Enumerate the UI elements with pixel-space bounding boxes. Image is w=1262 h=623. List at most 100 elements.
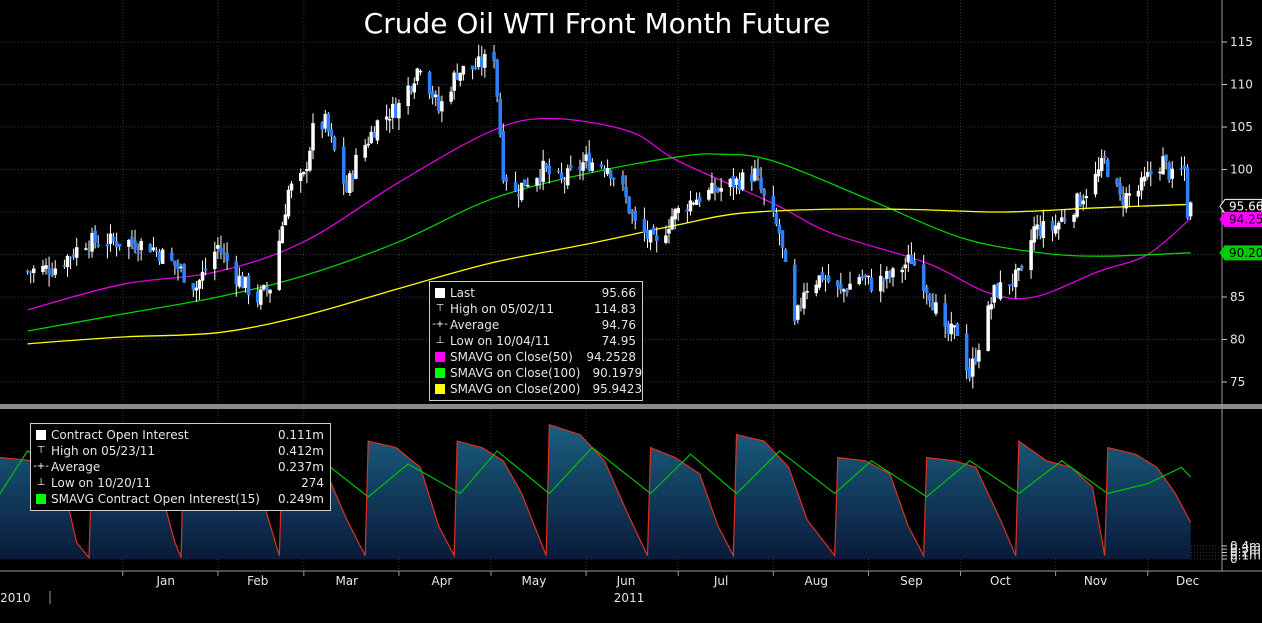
candle-body: [302, 172, 306, 175]
chart-title: Crude Oil WTI Front Month Future: [364, 7, 831, 40]
candle: [363, 139, 367, 162]
candle-body: [535, 178, 539, 186]
oi-tick-label: 0.3m: [1230, 542, 1261, 556]
candle: [277, 229, 282, 291]
candle: [53, 260, 57, 279]
candle: [473, 58, 478, 70]
moving-average-series: [27, 203, 1191, 345]
candle-body: [108, 233, 113, 244]
candle-body: [1118, 183, 1122, 195]
price-flag-label: 95.66: [1229, 199, 1262, 213]
candle: [688, 190, 693, 216]
candle-body: [584, 154, 588, 162]
candle: [41, 259, 45, 275]
candle-body: [602, 168, 607, 172]
candle-body: [483, 54, 487, 68]
candle: [559, 162, 564, 184]
candle: [955, 322, 960, 336]
candle-body: [909, 254, 914, 265]
candle: [216, 237, 220, 260]
candle-body: [173, 260, 177, 266]
candle-body: [796, 305, 800, 320]
candle-body: [375, 120, 380, 141]
candle: [1164, 154, 1168, 170]
legend-swatch: [435, 384, 445, 394]
legend-row: SMAVG Contract Open Interest(15) 0.249m: [36, 491, 324, 507]
candle: [492, 44, 496, 69]
candle-body: [332, 136, 337, 151]
candle: [68, 256, 73, 270]
candle-body: [771, 195, 776, 212]
candle: [587, 140, 591, 172]
candle: [259, 285, 263, 310]
candle-body: [1142, 176, 1147, 182]
candle: [332, 135, 337, 152]
candle-body: [437, 96, 441, 111]
candle-body: [452, 72, 456, 91]
candle-body: [900, 269, 904, 273]
candle: [667, 219, 671, 244]
candle: [93, 225, 97, 249]
candle-body: [753, 168, 757, 181]
candle-body: [986, 305, 990, 351]
candle: [777, 218, 782, 246]
candle: [1124, 187, 1128, 213]
candle: [569, 155, 573, 171]
candle: [633, 206, 637, 230]
legend-label: SMAVG on Close(200): [450, 382, 581, 396]
candle-body: [949, 323, 954, 335]
candle-body: [842, 289, 846, 292]
legend-marker-icon: -+-: [33, 461, 49, 472]
candle-body: [823, 278, 828, 280]
candle-body: [516, 193, 521, 197]
candle: [977, 343, 981, 369]
candle: [1142, 166, 1147, 187]
candle: [921, 254, 926, 299]
candle-body: [1017, 267, 1021, 271]
candle: [1007, 284, 1012, 295]
candle-body: [1075, 193, 1079, 217]
candle-body: [924, 287, 929, 294]
candle: [805, 282, 809, 300]
candle: [1167, 161, 1171, 183]
candle: [504, 174, 509, 191]
candle: [541, 149, 545, 191]
candle-body: [409, 87, 413, 91]
legend-row: ⊥ Low on 10/04/11 74.95: [435, 333, 636, 349]
candle-body: [826, 275, 831, 283]
candle-body: [240, 275, 245, 289]
candle: [1170, 161, 1174, 189]
candle-body: [1084, 196, 1089, 199]
candle-body: [1121, 196, 1125, 205]
candle-body: [418, 70, 423, 73]
legend-row: ⊤ High on 05/23/11 0.412m: [36, 443, 324, 459]
candle-body: [605, 167, 610, 175]
candle-body: [1167, 162, 1171, 180]
candle-body: [130, 237, 134, 244]
candle-body: [176, 263, 180, 270]
price-flag-label: 90.20: [1229, 246, 1262, 260]
price-flag-label: 94.25: [1229, 212, 1262, 226]
candle: [348, 170, 352, 196]
candle-body: [1078, 195, 1082, 207]
candle-body: [903, 264, 908, 269]
candle: [136, 243, 140, 262]
legend-label: Last: [450, 286, 475, 300]
legend-row: SMAVG on Close(100) 90.1979: [435, 365, 642, 381]
candle: [1029, 229, 1033, 279]
candle: [160, 247, 165, 264]
candle: [1149, 161, 1153, 187]
candle: [194, 281, 199, 302]
candle: [1041, 209, 1046, 248]
candle-body: [179, 266, 183, 269]
candle-body: [1099, 158, 1104, 171]
candle-body: [157, 251, 162, 262]
legend-value: 95.9423: [592, 382, 643, 396]
candle-body: [1013, 269, 1018, 288]
legend-marker-icon: ⊥: [435, 335, 445, 346]
month-label: Jul: [713, 574, 728, 588]
candle-body: [470, 65, 475, 70]
candle: [648, 229, 653, 251]
candle: [1106, 157, 1110, 178]
